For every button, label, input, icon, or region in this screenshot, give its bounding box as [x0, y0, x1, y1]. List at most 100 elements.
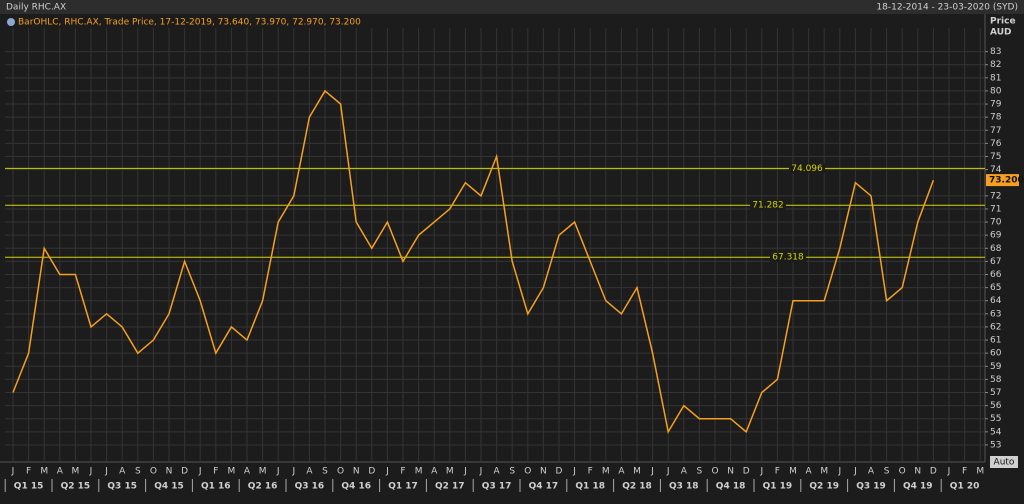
x-tick-label: S	[135, 467, 141, 477]
quarter-label: Q3 18	[669, 482, 699, 492]
x-tick-label: M	[789, 467, 797, 477]
quarter-label: Q4 16	[341, 482, 371, 492]
quarter-label: Q3 17	[482, 482, 512, 492]
y-tick-label: 53	[990, 440, 1001, 450]
y-tick-label: 56	[990, 401, 1002, 411]
x-tick-label: N	[353, 467, 360, 477]
x-tick-label: M	[259, 467, 267, 477]
x-tick-label: D	[368, 467, 375, 477]
x-tick-label: J	[198, 467, 202, 477]
x-tick-label: J	[947, 467, 951, 477]
legend-icon[interactable]	[7, 18, 15, 26]
quarter-label: Q1 17	[388, 482, 418, 492]
x-tick-label: A	[119, 467, 126, 477]
x-tick-label: J	[837, 467, 841, 477]
x-tick-label: J	[385, 467, 389, 477]
x-tick-label: S	[884, 467, 890, 477]
y-tick-label: 54	[990, 427, 1002, 437]
x-tick-label: J	[463, 467, 467, 477]
x-tick-label: J	[89, 467, 93, 477]
quarter-label: Q2 19	[809, 482, 839, 492]
quarter-label: Q1 20	[950, 482, 980, 492]
x-tick-label: A	[431, 467, 438, 477]
x-tick-label: F	[213, 467, 218, 477]
y-tick-label: 65	[990, 283, 1001, 293]
last-price-tag	[986, 174, 1019, 187]
x-tick-label: J	[853, 467, 857, 477]
x-tick-label: F	[962, 467, 967, 477]
auto-label[interactable]: Auto	[994, 458, 1015, 468]
x-tick-label: M	[40, 467, 48, 477]
x-tick-label: A	[57, 467, 64, 477]
x-tick-label: O	[711, 467, 718, 477]
x-tick-label: A	[806, 467, 813, 477]
y-tick-label: 59	[990, 362, 1002, 372]
x-tick-label: M	[976, 467, 984, 477]
level-label-bg	[750, 200, 786, 211]
y-tick-label: 72	[990, 191, 1001, 201]
y-tick-label: 77	[990, 126, 1001, 136]
quarter-label: Q3 19	[856, 482, 886, 492]
x-tick-label: N	[914, 467, 921, 477]
y-tick-label: 55	[990, 414, 1001, 424]
x-tick-label: O	[150, 467, 157, 477]
quarter-label: Q4 17	[529, 482, 559, 492]
y-tick-label: 67	[990, 257, 1001, 267]
x-tick-label: J	[572, 467, 576, 477]
level-label-bg	[789, 163, 825, 174]
y-tick-label: 69	[990, 231, 1002, 241]
quarter-label: Q1 19	[763, 482, 793, 492]
x-tick-label: A	[306, 467, 313, 477]
chart-title: Daily RHC.AX	[6, 3, 66, 13]
y-tick-label: 75	[990, 152, 1001, 162]
x-tick-label: F	[26, 467, 31, 477]
y-axis-unit: AUD	[990, 28, 1011, 38]
y-tick-label: 83	[990, 47, 1001, 57]
x-tick-label: J	[276, 467, 280, 477]
last-price-label: 73.200	[989, 176, 1024, 186]
y-tick-label: 82	[990, 60, 1001, 70]
x-tick-label: D	[930, 467, 937, 477]
x-tick-label: O	[337, 467, 344, 477]
y-tick-label: 70	[990, 218, 1002, 228]
y-tick-label: 71	[990, 204, 1001, 214]
x-tick-label: M	[446, 467, 454, 477]
auto-button[interactable]	[990, 456, 1018, 468]
x-tick-label: M	[72, 467, 80, 477]
quarter-label: Q1 15	[14, 482, 44, 492]
y-tick-label: 78	[990, 113, 1002, 123]
legend-text: BarOHLC, RHC.AX, Trade Price, 17-12-2019…	[18, 18, 361, 28]
x-tick-label: F	[775, 467, 780, 477]
x-tick-label: J	[291, 467, 295, 477]
x-tick-label: M	[602, 467, 610, 477]
header-bar	[0, 0, 1024, 14]
x-tick-label: J	[104, 467, 108, 477]
x-tick-label: J	[759, 467, 763, 477]
date-range: 18-12-2014 - 23-03-2020 (SYD)	[876, 3, 1018, 13]
x-tick-label: N	[166, 467, 173, 477]
y-tick-label: 81	[990, 73, 1001, 83]
x-tick-label: M	[820, 467, 828, 477]
x-tick-label: S	[697, 467, 703, 477]
quarter-label: Q2 16	[248, 482, 278, 492]
level-label: 74.096	[791, 164, 823, 174]
y-tick-label: 66	[990, 270, 1002, 280]
quarter-label: Q4 15	[154, 482, 184, 492]
quarter-label: Q1 18	[575, 482, 605, 492]
x-tick-label: D	[743, 467, 750, 477]
x-tick-label: J	[11, 467, 15, 477]
x-tick-label: J	[650, 467, 654, 477]
x-tick-label: S	[322, 467, 328, 477]
y-tick-label: 64	[990, 296, 1002, 306]
x-tick-label: A	[681, 467, 688, 477]
x-tick-label: J	[666, 467, 670, 477]
x-tick-label: D	[181, 467, 188, 477]
x-tick-label: F	[400, 467, 405, 477]
y-axis-label: Price	[990, 17, 1016, 27]
x-tick-label: A	[618, 467, 625, 477]
x-tick-label: M	[228, 467, 236, 477]
quarter-label: Q3 16	[295, 482, 325, 492]
y-tick-label: 62	[990, 322, 1001, 332]
y-tick-label: 57	[990, 388, 1001, 398]
